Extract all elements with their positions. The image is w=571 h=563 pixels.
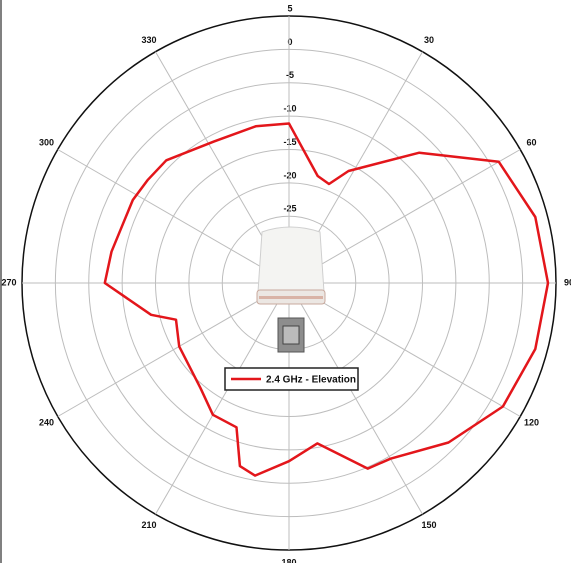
theta-tick-label: 270 bbox=[1, 277, 16, 287]
r-tick-label: -15 bbox=[283, 137, 296, 147]
r-tick-label: -20 bbox=[283, 170, 296, 180]
spoke bbox=[57, 149, 290, 284]
theta-tick-label: 90 bbox=[564, 277, 571, 287]
pattern-line bbox=[103, 122, 550, 477]
spoke bbox=[288, 282, 521, 417]
antenna-image bbox=[256, 226, 326, 353]
r-tick-label: -25 bbox=[283, 204, 296, 214]
r-tick-label: 0 bbox=[287, 37, 292, 47]
plot-area bbox=[103, 122, 550, 477]
theta-tick-label: 120 bbox=[524, 417, 539, 427]
legend-box bbox=[224, 367, 359, 391]
theta-tick-label: 300 bbox=[39, 137, 54, 147]
spoke bbox=[288, 149, 521, 284]
theta-tick-label: 330 bbox=[141, 35, 156, 45]
spoke bbox=[155, 282, 290, 515]
r-tick-label: 5 bbox=[287, 3, 292, 13]
r-tick-label: -5 bbox=[286, 70, 294, 80]
theta-tick-label: 210 bbox=[141, 520, 156, 530]
theta-tick-label: 60 bbox=[526, 137, 536, 147]
theta-tick-label: 30 bbox=[424, 35, 434, 45]
spoke bbox=[57, 282, 290, 417]
theta-tick-label: 180 bbox=[281, 557, 296, 563]
theta-tick-label: 150 bbox=[421, 520, 436, 530]
theta-tick-label: 240 bbox=[39, 417, 54, 427]
spoke bbox=[288, 282, 423, 515]
r-tick-label: -10 bbox=[283, 104, 296, 114]
legend: 2.4 GHz - Elevation bbox=[224, 367, 359, 391]
legend-label: 2.4 GHz - Elevation bbox=[266, 375, 356, 386]
